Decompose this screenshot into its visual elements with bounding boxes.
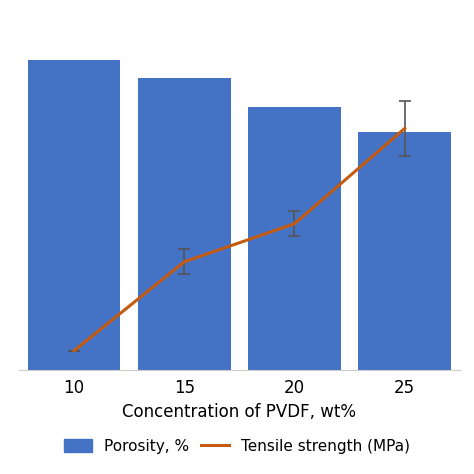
Legend: Porosity, %, Tensile strength (MPa): Porosity, %, Tensile strength (MPa) bbox=[56, 431, 418, 462]
Bar bbox=[138, 78, 230, 370]
X-axis label: Concentration of PVDF, wt%: Concentration of PVDF, wt% bbox=[122, 403, 356, 421]
Bar bbox=[358, 132, 451, 370]
Bar bbox=[248, 107, 341, 370]
Bar bbox=[28, 61, 120, 370]
